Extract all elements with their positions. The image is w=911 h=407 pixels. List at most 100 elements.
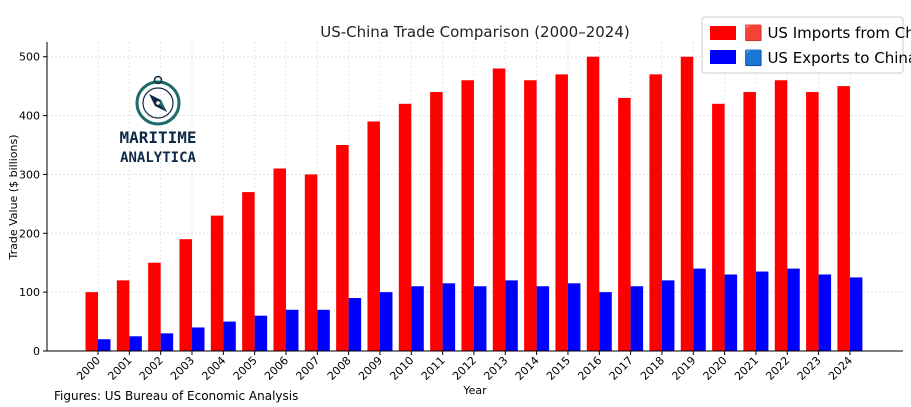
bar-exports-2014 [536,286,550,351]
bar-exports-2022 [787,268,800,351]
bar-imports-2006 [273,168,286,351]
x-tick-label: 2007 [293,354,322,383]
bar-exports-2023 [818,274,832,351]
bar-exports-2002 [160,333,174,351]
x-tick-label: 2008 [325,354,354,383]
x-tick-label: 2003 [168,354,197,383]
y-ticks: 0 100 200 300 400 500 [19,51,47,358]
source-caption: Figures: US Bureau of Economic Analysis [54,389,299,403]
bar-exports-2012 [473,286,487,351]
x-tick-label: 2022 [763,354,792,383]
bar-exports-2001 [129,336,142,351]
y-tick-label: 400 [19,110,40,123]
bar-exports-2005 [254,315,268,351]
bar-exports-2016 [599,292,612,351]
bar-imports-2022 [774,80,788,351]
bar-imports-2017 [618,97,631,352]
x-tick-label: 2015 [544,354,573,383]
x-tick-label: 2005 [231,354,260,383]
bar-exports-2015 [567,283,581,351]
y-tick-label: 100 [19,286,40,299]
bar-imports-2018 [649,74,662,351]
bar-imports-2021 [743,92,756,352]
bar-imports-2009 [367,121,380,351]
bar-imports-2012 [461,80,474,351]
bar-imports-2003 [179,239,192,351]
x-tick-label: 2014 [513,354,542,383]
bar-exports-2024 [849,277,863,351]
bar-exports-2006 [285,309,299,351]
axes [46,42,903,352]
bar-exports-2003 [191,327,205,351]
x-tick-label: 2002 [137,354,166,383]
x-tick-label: 2010 [387,354,416,383]
x-tick-label: 2011 [419,354,448,383]
bar-exports-2007 [317,309,330,351]
bar-imports-2005 [242,192,255,351]
chart-title: US-China Trade Comparison (2000–2024) [320,23,630,41]
bar-exports-2018 [661,280,675,351]
bar-imports-2001 [116,280,130,351]
x-axis-label: Year [462,384,487,397]
legend-swatch-exports [710,50,736,64]
x-tick-label: 2013 [481,354,510,383]
x-tick-label: 2018 [638,354,667,383]
bar-imports-2019 [680,56,694,351]
y-tick-label: 500 [19,51,40,64]
bar-imports-2011 [430,92,443,352]
bar-exports-2009 [379,292,393,351]
legend-swatch-imports [710,26,736,40]
bar-imports-2007 [304,174,318,351]
x-tick-label: 2012 [450,354,479,383]
y-tick-label: 0 [33,345,40,358]
y-tick-label: 300 [19,168,40,181]
bar-imports-2002 [148,262,161,351]
bar-exports-2020 [724,274,738,351]
bar-exports-2010 [411,286,424,351]
x-tick-label: 2000 [74,354,103,383]
x-tick-label: 2023 [795,354,824,383]
bar-imports-2023 [806,92,819,352]
maritime-analytica-logo: MARITIME ANALYTICA [119,75,197,166]
x-tick-label: 2021 [732,354,761,383]
bars [85,56,863,352]
bar-exports-2017 [630,286,644,351]
bar-exports-2019 [693,268,706,351]
bar-imports-2010 [398,103,412,351]
legend-label-imports: 🟥 US Imports from China [744,24,911,42]
bar-imports-2000 [85,292,98,351]
legend-label-exports: 🟦 US Exports to China [744,49,911,67]
x-tick-label: 2009 [356,354,385,383]
x-tick-label: 2024 [826,354,855,383]
bar-exports-2011 [442,283,456,351]
x-tick-label: 2006 [262,354,291,383]
y-tick-label: 200 [19,227,40,240]
bar-imports-2014 [524,80,537,351]
compass-icon [135,75,181,126]
bar-imports-2016 [586,56,600,351]
bar-imports-2008 [336,145,349,351]
bar-imports-2013 [492,68,506,351]
logo-line-2: ANALYTICA [120,150,196,166]
bar-exports-2004 [223,321,236,351]
legend-box [701,16,904,74]
x-tick-label: 2020 [701,354,730,383]
bar-exports-2013 [505,280,518,351]
x-ticks: 2000 2001 2002 2003 2004 2005 2006 2007 2008 2009… [74,351,855,383]
y-axis-label: Trade Value ($ billions) [7,134,20,260]
x-tick-label: 2019 [669,354,698,383]
bar-imports-2015 [555,74,568,351]
bar-exports-2008 [348,298,362,351]
bar-imports-2024 [837,86,850,352]
legend: 🟥 US Imports from China 🟦 US Exports to … [701,16,911,74]
logo-line-1: MARITIME [119,128,196,147]
bar-exports-2000 [98,339,111,351]
bar-imports-2004 [210,215,224,351]
x-tick-label: 2001 [105,354,134,383]
x-tick-label: 2017 [607,354,636,383]
x-tick-label: 2016 [575,354,604,383]
bar-exports-2021 [755,271,769,351]
x-tick-label: 2004 [199,354,228,383]
bar-imports-2020 [712,103,725,351]
